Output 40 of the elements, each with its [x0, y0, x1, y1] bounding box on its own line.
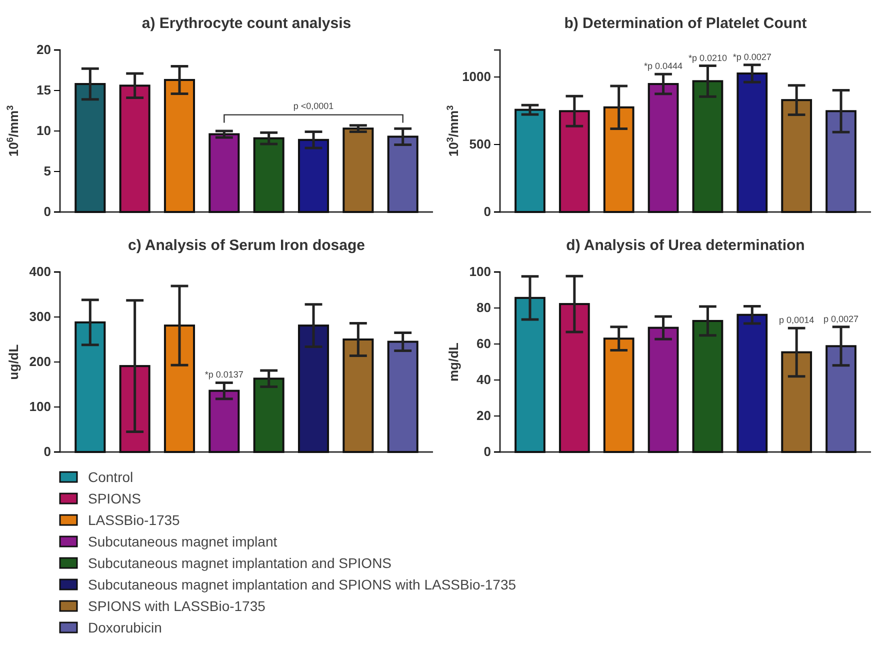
data-label: p 0,0027	[823, 314, 859, 324]
y-tick-label: 200	[29, 354, 51, 370]
legend-label: SPIONS	[88, 490, 141, 506]
annotation: p <0,0001	[293, 100, 334, 111]
y-tick-label: 100	[29, 399, 51, 414]
legend-label: Subcutaneous magnet implantation and SPIONS with LASSBio-1735	[88, 576, 516, 592]
y-tick-label: 0	[484, 444, 491, 460]
legend-label: SPIONS with LASSBio-1735	[88, 598, 266, 614]
data-label: *p 0.0137	[204, 370, 244, 380]
y-tick-label: 0	[44, 444, 51, 460]
chart-title: d) Analysis of Urea determination	[566, 237, 805, 254]
y-tick-label: 15	[36, 82, 51, 98]
y-tick-label: 40	[476, 372, 491, 388]
chart-title: b) Determination of Platelet Count	[564, 15, 807, 32]
y-tick-label: 20	[476, 408, 491, 424]
chart-title: a) Erythrocyte count analysis	[142, 15, 352, 32]
legend-label: LASSBio-1735	[88, 512, 180, 528]
y-tick-label: 100	[469, 264, 491, 280]
y-tick-label: 300	[29, 309, 51, 324]
y-tick-label: 10	[36, 123, 51, 138]
y-tick-label: 1000	[462, 69, 491, 84]
y-tick-label: 0	[44, 204, 51, 220]
chart-title: c) Analysis of Serum Iron dosage	[128, 237, 366, 254]
legend-label: Subcutaneous magnet implantation and SPIONS	[88, 555, 392, 571]
data-label: p 0,0014	[779, 315, 814, 326]
y-tick-label: 80	[476, 300, 491, 316]
data-label: *p 0.0444	[644, 61, 683, 72]
y-tick-label: 20	[36, 42, 51, 58]
y-axis-title: ug/dL	[6, 344, 21, 380]
y-tick-label: 400	[29, 264, 51, 280]
y-axis-title: mg/dL	[446, 342, 461, 382]
y-tick-label: 5	[44, 164, 51, 179]
data-label: *p 0.0027	[732, 52, 772, 62]
legend-label: Control	[88, 469, 134, 485]
y-tick-label: 60	[476, 336, 491, 352]
y-tick-label: 500	[469, 136, 491, 152]
y-tick-label: 0	[484, 204, 491, 220]
data-label: *p 0.0210	[688, 52, 727, 63]
legend-label: Subcutaneous magnet implant	[88, 534, 278, 550]
legend-label: Doxorubicin	[88, 620, 162, 636]
